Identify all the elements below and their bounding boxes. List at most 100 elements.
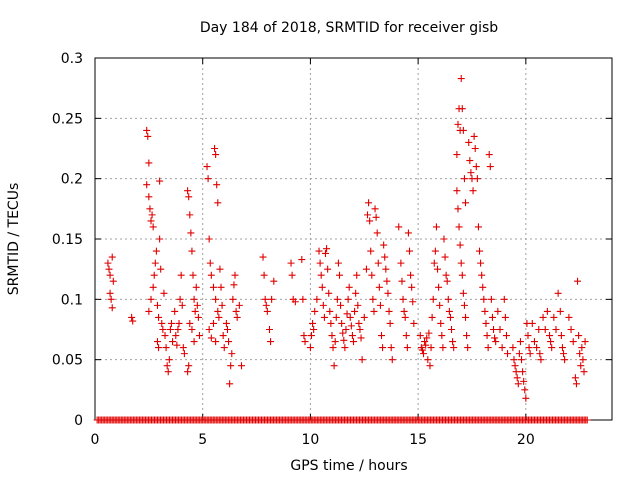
data-point-marker [372, 213, 380, 221]
data-point-marker [480, 295, 488, 303]
data-point-marker [351, 307, 359, 315]
data-point-marker [459, 289, 467, 297]
data-point-marker [496, 326, 504, 333]
data-point-marker [501, 313, 509, 321]
data-point-marker [153, 301, 161, 309]
data-point-marker [524, 332, 532, 340]
data-point-marker [206, 259, 214, 267]
data-point-marker [400, 307, 408, 315]
data-point-marker [193, 301, 201, 309]
data-point-marker [368, 271, 376, 279]
data-point-marker [109, 277, 117, 285]
data-point-marker [331, 338, 339, 346]
data-point-marker [541, 326, 549, 333]
data-point-marker [515, 350, 523, 358]
data-point-marker [398, 277, 406, 285]
data-point-marker [153, 338, 161, 346]
data-point-marker [106, 271, 114, 279]
data-point-marker [164, 368, 172, 376]
data-point-marker [318, 283, 326, 291]
data-point-marker [354, 301, 362, 309]
data-point-marker [558, 344, 566, 352]
data-point-marker [237, 362, 245, 370]
data-point-marker [528, 319, 536, 327]
data-point-marker [306, 344, 314, 352]
data-point-marker [337, 301, 345, 309]
data-point-marker [577, 362, 585, 370]
data-point-marker [227, 362, 235, 370]
data-point-marker [191, 307, 199, 315]
data-point-marker [366, 217, 374, 225]
data-point-marker [214, 307, 222, 315]
data-point-marker [536, 350, 544, 358]
data-point-marker [460, 175, 468, 183]
zero-point-marker [583, 416, 591, 424]
data-point-marker [382, 265, 390, 273]
data-point-marker [381, 253, 389, 261]
data-point-marker [299, 295, 307, 303]
data-point-marker [327, 319, 335, 327]
data-point-marker [383, 277, 391, 285]
data-point-marker [156, 177, 164, 185]
data-point-marker [406, 247, 414, 255]
data-point-marker [149, 223, 157, 231]
data-point-marker [192, 283, 200, 291]
data-point-marker [571, 374, 579, 382]
data-point-marker [407, 271, 415, 279]
data-point-marker [219, 332, 227, 340]
data-point-marker [357, 334, 365, 342]
data-point-marker [342, 326, 350, 333]
data-point-marker [533, 344, 541, 352]
data-point-marker [427, 344, 435, 352]
data-point-marker [423, 334, 431, 342]
data-point-marker [459, 126, 467, 134]
data-point-marker [379, 344, 387, 352]
data-point-marker [148, 211, 156, 219]
data-point-marker [554, 289, 562, 297]
data-point-marker [162, 344, 170, 352]
data-point-marker [435, 283, 443, 291]
data-point-marker [326, 307, 334, 315]
data-point-marker [581, 338, 589, 346]
data-point-marker [319, 301, 327, 309]
data-point-marker [218, 301, 226, 309]
data-point-marker [476, 247, 484, 255]
data-point-marker [539, 313, 547, 321]
data-point-marker [288, 271, 296, 279]
data-point-marker [463, 332, 471, 340]
data-point-marker [147, 217, 155, 225]
data-point-marker [212, 151, 220, 159]
data-point-marker [165, 356, 173, 364]
data-point-marker [179, 344, 187, 352]
data-point-marker [428, 313, 436, 321]
data-point-marker [492, 338, 500, 346]
data-point-marker [161, 332, 169, 340]
data-point-marker [291, 298, 299, 306]
data-point-marker [467, 169, 475, 177]
data-point-marker [226, 380, 234, 388]
data-point-marker [376, 301, 384, 309]
data-point-marker [362, 265, 370, 273]
data-point-marker [212, 295, 220, 303]
data-point-marker [188, 247, 196, 255]
grid-layer [95, 58, 612, 420]
data-point-marker [190, 338, 198, 346]
data-point-marker [204, 175, 212, 183]
data-point-marker [155, 344, 163, 352]
data-point-marker [418, 346, 426, 354]
data-point-marker [169, 338, 177, 346]
data-point-marker [300, 332, 308, 340]
data-point-marker [108, 253, 116, 261]
data-point-marker [426, 362, 434, 370]
data-point-marker [233, 313, 241, 321]
data-point-marker [324, 265, 332, 273]
data-point-marker [287, 259, 295, 267]
data-point-marker [195, 332, 203, 340]
data-point-marker [436, 301, 444, 309]
data-point-marker [205, 326, 213, 333]
data-point-marker [328, 332, 336, 340]
data-point-marker [353, 271, 361, 279]
data-point-marker [149, 283, 157, 291]
data-point-marker [190, 295, 198, 303]
